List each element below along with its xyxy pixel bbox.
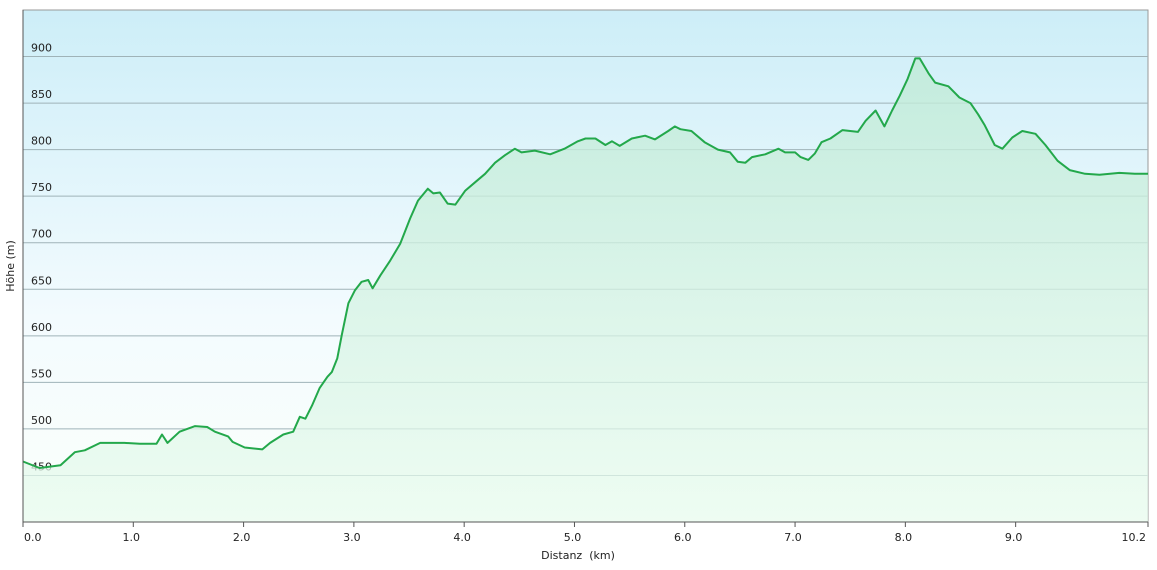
x-tick-label: 10.2 [1122, 531, 1147, 544]
x-tick-label: 9.0 [1005, 531, 1023, 544]
x-tick-label: 7.0 [784, 531, 802, 544]
x-tick-label: 8.0 [895, 531, 913, 544]
y-tick-label: 600 [31, 321, 52, 334]
x-tick-label: 2.0 [233, 531, 251, 544]
x-axis-label: Distanz (km) [541, 549, 615, 562]
y-tick-label: 500 [31, 414, 52, 427]
y-tick-label: 700 [31, 228, 52, 241]
y-tick-label: 850 [31, 88, 52, 101]
y-axis-label: Höhe (m) [4, 240, 17, 292]
x-tick-label: 4.0 [453, 531, 471, 544]
x-tick-label: 6.0 [674, 531, 692, 544]
y-tick-label: 800 [31, 135, 52, 148]
x-tick-label: 5.0 [564, 531, 582, 544]
y-tick-label: 750 [31, 181, 52, 194]
y-tick-label: 650 [31, 274, 52, 287]
elevation-area [23, 58, 1148, 523]
x-tick-label: 1.0 [123, 531, 141, 544]
x-tick-label: 3.0 [343, 531, 361, 544]
y-tick-label: 900 [31, 42, 52, 55]
y-tick-label: 550 [31, 367, 52, 380]
elevation-line [22, 57, 1148, 469]
x-tick-label: 0.0 [24, 531, 42, 544]
